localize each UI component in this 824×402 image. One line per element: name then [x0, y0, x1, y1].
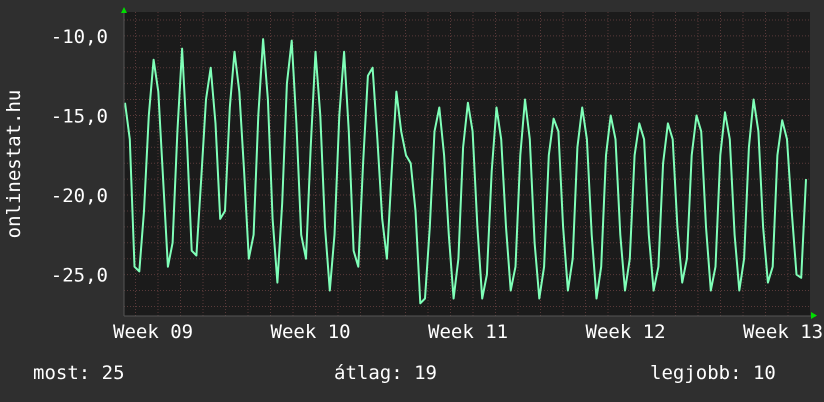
average-value-label: átlag: 19 — [334, 362, 437, 384]
y-axis-ticks: -10,0 -15,0 -20,0 -25,0 — [51, 26, 108, 287]
x-tick-label: Week 11 — [428, 321, 508, 343]
current-value-label: most: 25 — [33, 362, 125, 384]
y-tick-label: -15,0 — [51, 105, 108, 127]
plot-background — [124, 12, 810, 316]
best-value-label: legjobb: 10 — [650, 362, 776, 384]
y-tick-label: -20,0 — [51, 185, 108, 207]
y-tick-label: -10,0 — [51, 26, 108, 48]
x-tick-label: Week 10 — [271, 321, 351, 343]
y-axis-label: onlinestat.hu — [3, 90, 25, 239]
x-axis-arrow — [811, 312, 817, 319]
x-tick-label: Week 09 — [113, 321, 193, 343]
y-tick-label: -25,0 — [51, 265, 108, 287]
x-axis-ticks: Week 09 Week 10 Week 11 Week 12 Week 13 — [113, 321, 823, 343]
series-line — [124, 38, 807, 305]
y-axis-arrow — [121, 7, 127, 13]
x-tick-label: Week 13 — [743, 321, 823, 343]
x-tick-label: Week 12 — [586, 321, 666, 343]
